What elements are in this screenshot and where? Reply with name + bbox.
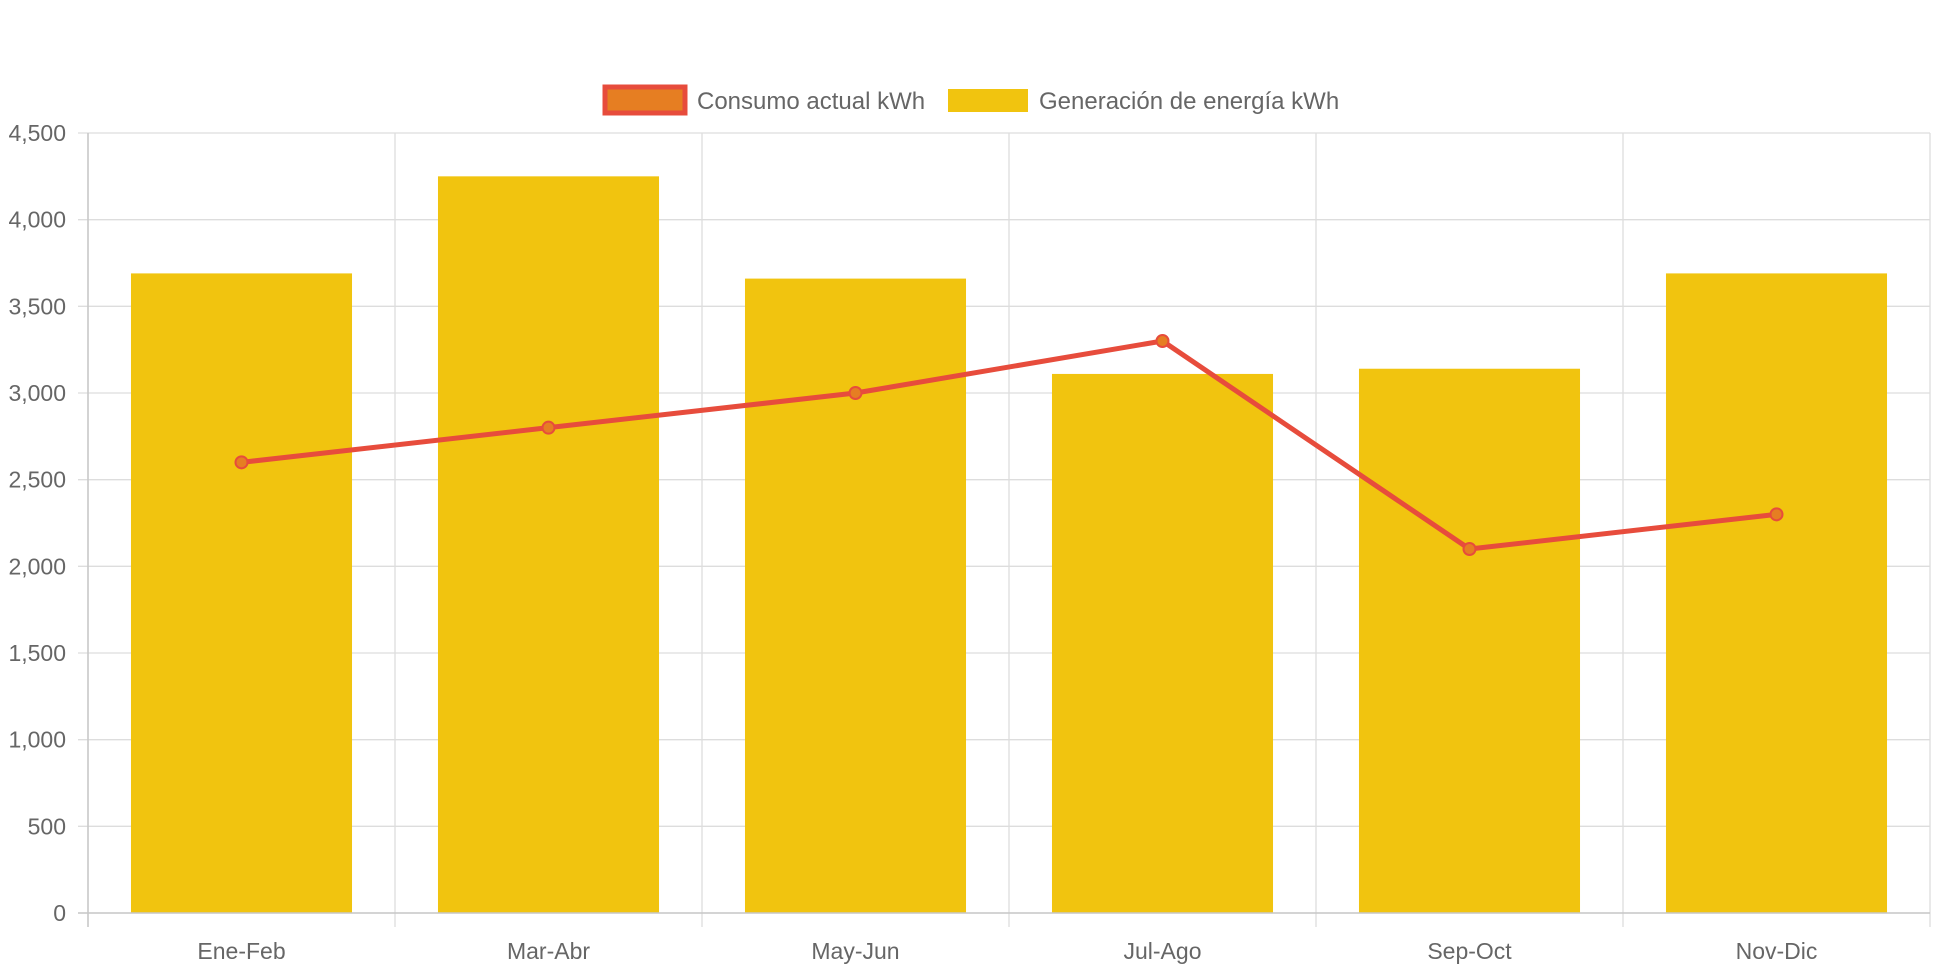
bar-generacion xyxy=(744,278,967,914)
legend-label-generacion: Generación de energía kWh xyxy=(1039,88,1339,115)
y-axis-ticks: 0 500 1,000 1,500 2,000 2,500 3,000 3,500 4,000 4… xyxy=(8,120,66,926)
point-consumo xyxy=(1155,334,1170,348)
point-consumo xyxy=(1462,542,1477,556)
bar-generacion xyxy=(130,273,353,913)
y-tick-label: 4,500 xyxy=(8,120,66,146)
bar-generacion xyxy=(1665,273,1888,913)
x-tick-label: Ene-Feb xyxy=(197,938,285,964)
point-consumo xyxy=(1769,507,1784,522)
x-tick-label: Jul-Ago xyxy=(1124,938,1202,964)
point-consumo xyxy=(234,455,249,470)
y-tick-label: 500 xyxy=(28,813,66,839)
y-tick-label: 0 xyxy=(53,900,66,926)
x-tick-label: May-Jun xyxy=(811,938,899,964)
legend-swatch-consumo xyxy=(602,84,688,116)
y-tick-label: 3,500 xyxy=(8,293,66,319)
y-tick-label: 1,500 xyxy=(8,640,66,666)
point-consumo xyxy=(541,420,556,435)
y-tick-label: 3,000 xyxy=(8,380,66,406)
bar-generacion xyxy=(437,176,660,914)
y-tick-label: 2,000 xyxy=(8,553,66,579)
bar-series xyxy=(130,176,1888,914)
point-consumo xyxy=(848,386,863,400)
x-tick-label: Nov-Dic xyxy=(1736,938,1818,964)
x-axis-ticks: Ene-Feb Mar-Abr May-Jun Jul-Ago Sep-Oct Nov-D… xyxy=(197,938,1817,964)
legend-label-consumo: Consumo actual kWh xyxy=(697,88,925,115)
y-tick-label: 4,000 xyxy=(8,207,66,233)
bar-generacion xyxy=(1051,373,1274,913)
legend-swatch-generacion xyxy=(948,89,1028,112)
axes xyxy=(78,133,1930,927)
x-tick-label: Mar-Abr xyxy=(507,938,590,964)
legend-item-generacion[interactable]: Generación de energía kWh xyxy=(948,88,1339,115)
x-tick-label: Sep-Oct xyxy=(1427,938,1512,964)
y-tick-label: 1,000 xyxy=(8,727,66,753)
line-consumo xyxy=(241,338,1777,552)
legend-item-consumo[interactable]: Consumo actual kWh xyxy=(602,84,925,116)
legend: Consumo actual kWh Generación de energía… xyxy=(602,84,1339,116)
y-tick-label: 2,500 xyxy=(8,467,66,493)
bar-generacion xyxy=(1358,368,1581,913)
line-series xyxy=(234,334,1784,556)
